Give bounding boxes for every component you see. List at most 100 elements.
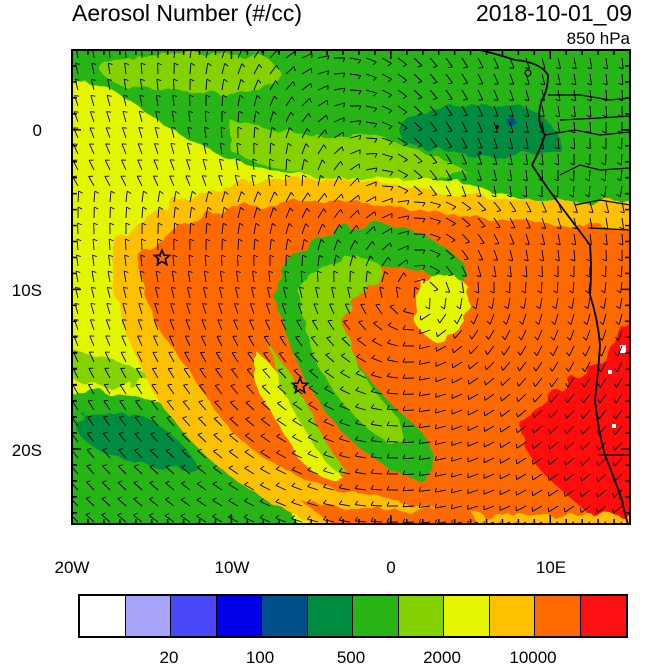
y-tick-label: 20S (0, 441, 42, 461)
colorbar-tick-label: 20 (134, 648, 204, 668)
wind-barb (90, 320, 94, 321)
wind-barb (542, 170, 543, 181)
wind-barb (590, 250, 591, 261)
wind-barb (392, 198, 393, 202)
colorbar-tick-label: 10000 (498, 648, 568, 668)
wind-barb (248, 352, 252, 353)
x-tick-label: 10E (521, 558, 581, 578)
wind-barb (558, 154, 559, 165)
wind-barb (500, 428, 501, 432)
wind-barb (477, 164, 481, 165)
wind-barb (436, 377, 437, 381)
wind-barb (232, 352, 236, 353)
wind-barb (109, 47, 113, 49)
island (478, 151, 481, 154)
wind-barb (621, 266, 622, 277)
wind-barb (104, 400, 108, 401)
wind-barb (525, 68, 529, 69)
wind-barb (219, 304, 223, 305)
wind-barb (448, 131, 452, 132)
colorbar-swatch (353, 596, 399, 636)
wind-barb (612, 525, 613, 529)
wind-barb (493, 260, 497, 261)
wind-barb (414, 218, 425, 219)
wind-barb (606, 106, 607, 117)
wind-barb (250, 304, 254, 305)
wind-barb (468, 489, 469, 493)
colorbar-swatch (126, 596, 172, 636)
wind-barb (420, 329, 421, 333)
wind-barb (120, 400, 124, 401)
wind-barb (76, 47, 80, 48)
colorbar (78, 594, 628, 638)
wind-barb (493, 132, 497, 133)
colorbar-swatch (262, 596, 308, 636)
colorbar-tick-label: 100 (225, 648, 295, 668)
field-white-speck (612, 424, 616, 428)
wind-barb (173, 79, 174, 90)
wind-barb (90, 112, 94, 113)
wind-barb (125, 47, 129, 49)
wind-barb (142, 47, 146, 49)
wind-barb (622, 90, 623, 101)
wind-barb (605, 154, 606, 165)
wind-barb (234, 304, 238, 305)
wind-barb (564, 508, 565, 512)
field-white-speck (608, 370, 612, 374)
wind-barb (152, 384, 156, 385)
wind-barb (359, 164, 360, 168)
wind-barb (509, 100, 513, 101)
wind-barb (403, 426, 414, 427)
wind-barb (512, 211, 516, 212)
aerosol-field (60, 40, 640, 530)
wind-barb (238, 239, 239, 250)
wind-barb (237, 255, 238, 266)
wind-barb (468, 473, 469, 477)
wind-barb (420, 316, 421, 320)
wind-barb (317, 271, 318, 282)
colorbar-swatch (308, 596, 354, 636)
wind-barb (266, 304, 270, 305)
wind-barb (202, 176, 206, 177)
colorbar-swatch (80, 596, 126, 636)
wind-barb (525, 282, 526, 293)
wind-barb (371, 505, 382, 506)
x-tick-label: 10W (202, 558, 262, 578)
wind-barb (106, 320, 110, 321)
wind-barb (141, 239, 142, 250)
wind-barb (468, 380, 469, 384)
aerosol-map (0, 0, 650, 560)
colorbar-swatch (171, 596, 217, 636)
wind-barb (480, 243, 484, 244)
colorbar-swatch (217, 596, 263, 636)
wind-barb (187, 160, 191, 161)
colorbar-swatch (444, 596, 490, 636)
wind-barb (189, 95, 190, 106)
wind-barb (122, 128, 126, 129)
colorbar-tick-label: 2000 (407, 648, 477, 668)
colorbar-swatch (581, 596, 627, 636)
wind-barb (136, 384, 140, 385)
wind-barb (285, 175, 286, 186)
colorbar-swatch (535, 596, 581, 636)
wind-barb (74, 320, 78, 321)
wind-barb (516, 444, 517, 448)
wind-barb (445, 292, 449, 293)
wind-barb (452, 425, 453, 429)
wind-barb (328, 320, 332, 321)
wind-barb (532, 476, 533, 480)
x-tick-label: 20W (42, 558, 102, 578)
wind-barb (154, 144, 158, 145)
wind-barb (376, 304, 380, 305)
wind-barb (158, 47, 162, 49)
wind-barb (387, 425, 398, 426)
y-tick-label: 0 (0, 121, 42, 141)
wind-barb (589, 170, 590, 181)
wind-barb (280, 336, 284, 337)
wind-barb (184, 368, 188, 369)
wind-barb (403, 442, 414, 443)
wind-barb (574, 138, 575, 149)
y-tick-label: 10S (0, 281, 42, 301)
wind-barb (403, 410, 414, 411)
x-tick-label: 0 (361, 558, 421, 578)
